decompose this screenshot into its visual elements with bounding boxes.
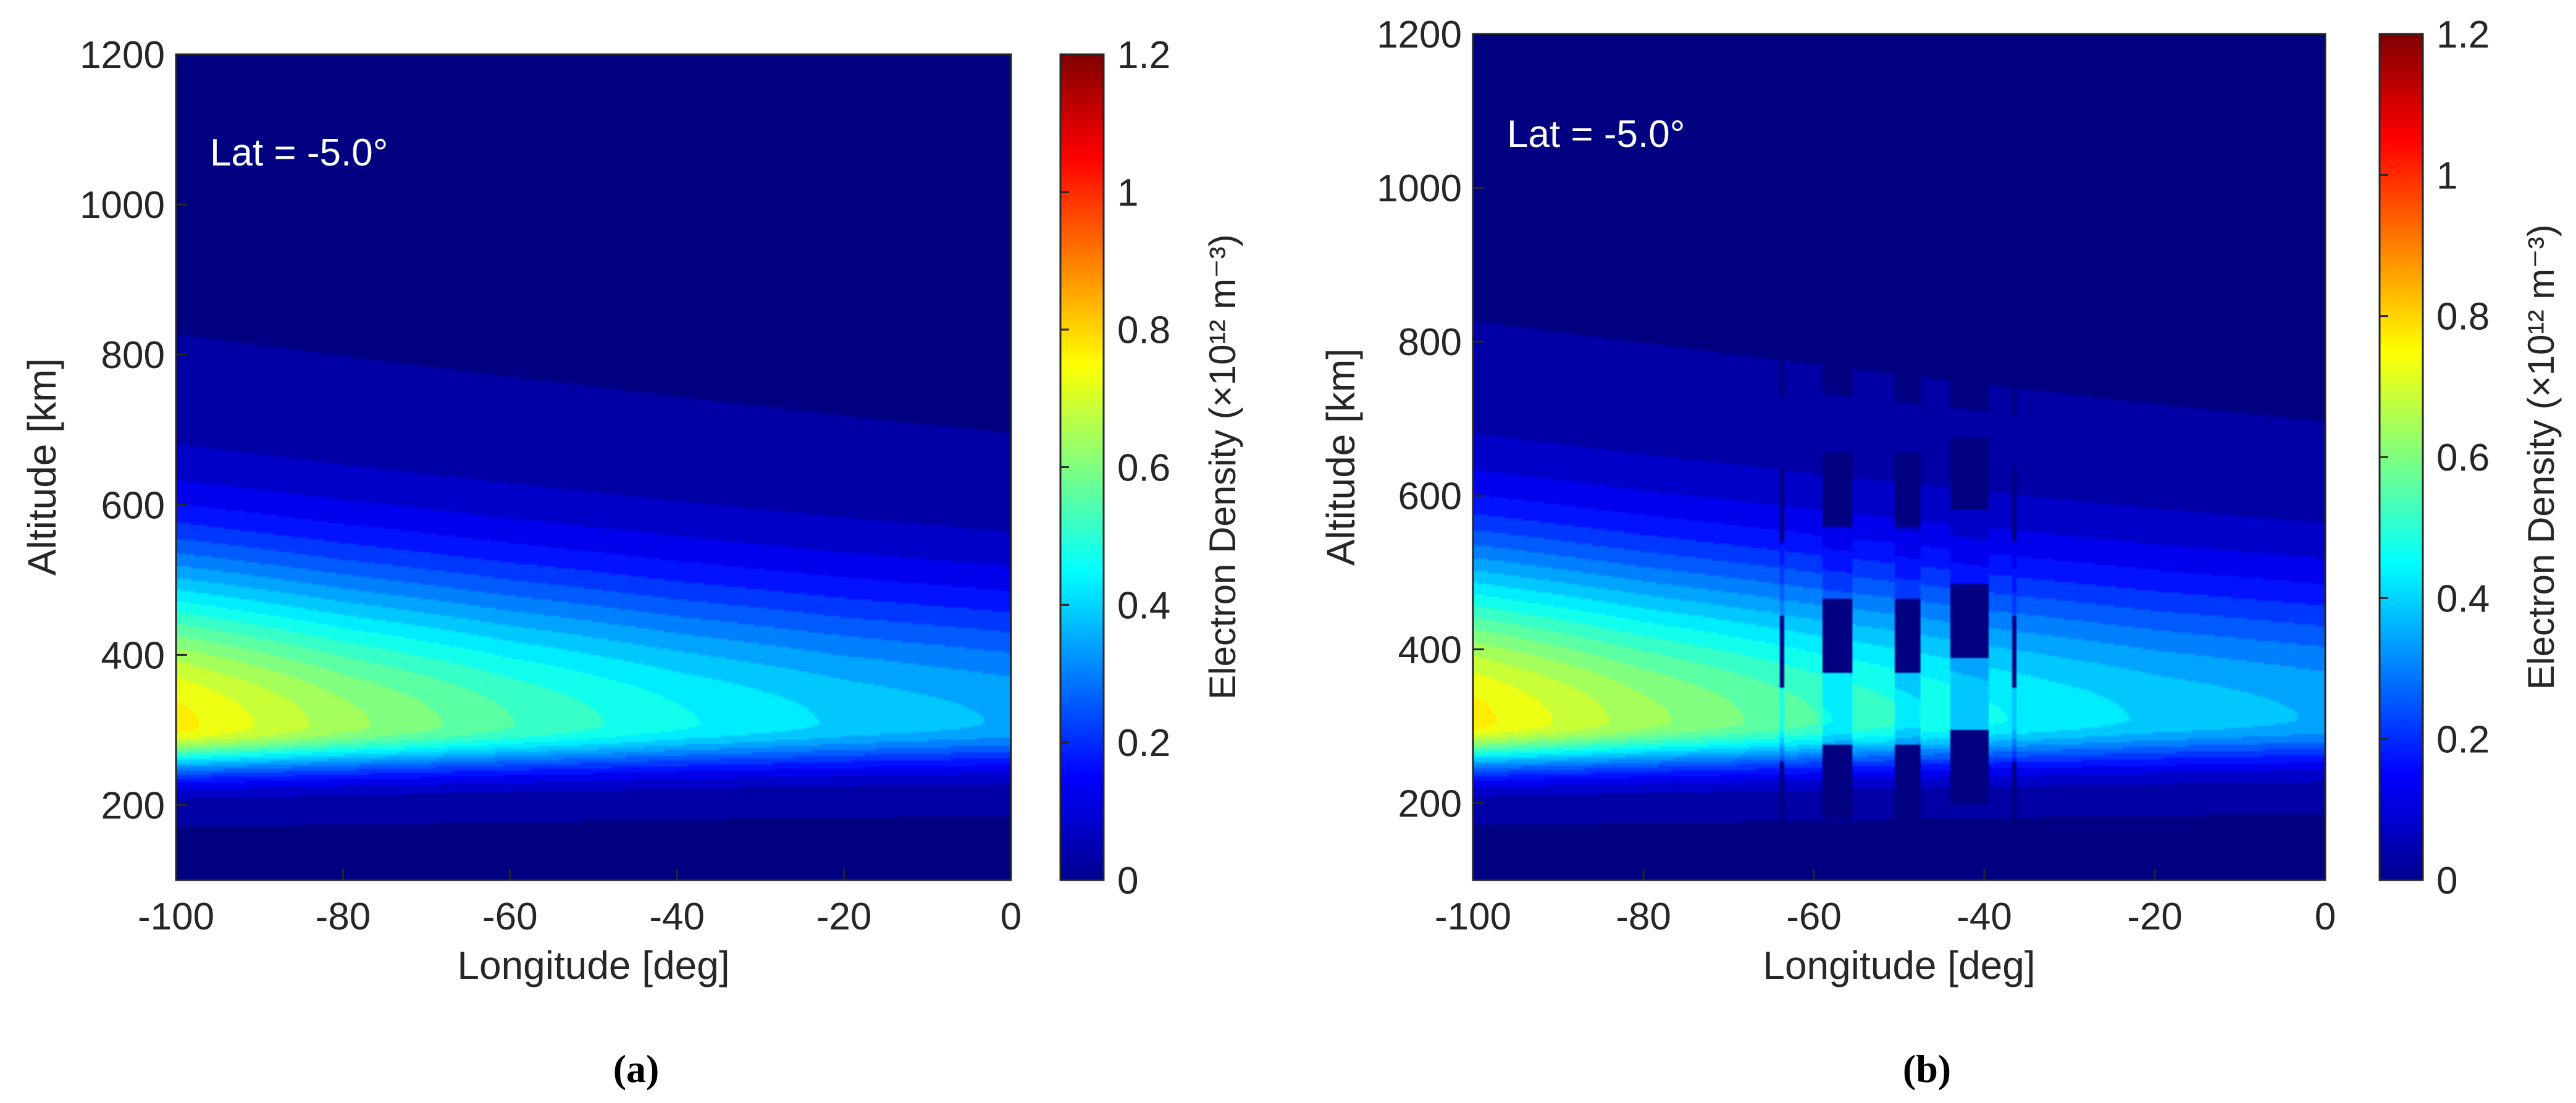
x-tick-label: 0 (1001, 895, 1022, 938)
colorbar-label-b: Electron Density (×10¹² m⁻³) (2520, 224, 2562, 690)
colorbar-ticks-a: 0 0.2 0.4 0.6 0.8 1 1.2 (1060, 34, 1170, 902)
x-tick-label: 0 (2315, 895, 2336, 938)
y-axis-label-a: Altitude [km] (20, 358, 64, 576)
x-axis-label-b: Longitude [deg] (1763, 943, 2035, 988)
heatmap-image-b (1473, 34, 2325, 880)
heatmap-a (176, 54, 1011, 880)
x-tick-label: -60 (1786, 895, 1842, 938)
y-tick-label: 1000 (80, 184, 165, 227)
colorbar-tick-label: 1 (1117, 172, 1138, 214)
y-axis-ticks-b: 200 400 600 800 1000 1200 (1377, 14, 1484, 825)
x-tick-label: -20 (2127, 895, 2183, 938)
x-axis-ticks-a: -100 -80 -60 -40 -20 0 (138, 869, 1022, 938)
plot-frame-b (1472, 33, 2326, 881)
lat-annotation-a: Lat = -5.0° (210, 132, 388, 174)
colorbar-tick-label: 1.2 (1117, 34, 1170, 77)
y-tick-label: 400 (1398, 629, 1462, 671)
heatmap-b (1473, 34, 2325, 880)
x-axis-ticks-b: -100 -80 -60 -40 -20 0 (1435, 869, 2336, 938)
y-tick-label: 800 (1398, 321, 1462, 364)
colorbar-tick-label: 0 (2436, 860, 2457, 902)
y-tick-label: 400 (101, 634, 165, 677)
y-axis-ticks-a: 200 400 600 800 1000 1200 (80, 34, 187, 827)
plot-frame-a (175, 53, 1012, 881)
y-tick-label: 800 (101, 334, 165, 377)
colorbar-tick-label: 0.8 (1117, 309, 1170, 352)
y-axis-label-b: Altitude [km] (1319, 348, 1363, 566)
x-tick-label: -100 (1435, 895, 1511, 938)
colorbar-tick-label: 1.2 (2436, 14, 2490, 56)
colorbar-tick-label: 0.4 (2436, 577, 2490, 620)
heatmap-image-a (176, 54, 1011, 880)
y-tick-label: 600 (1398, 475, 1462, 518)
colorbar-tick-label: 0.2 (2436, 719, 2490, 761)
colorbar-label-a: Electron Density (×10¹² m⁻³) (1202, 234, 1243, 700)
colorbar-tick-label: 1 (2436, 154, 2457, 197)
colorbar-tick-label: 0.6 (1117, 447, 1170, 490)
colorbar-tick-label: 0.6 (2436, 437, 2490, 479)
colorbar-tick-label: 0.2 (1117, 722, 1170, 765)
colorbar-ticks-b: 0 0.2 0.4 0.6 0.8 1 1.2 (2380, 14, 2490, 902)
y-tick-label: 200 (101, 784, 165, 827)
panel-label-a: (a) (613, 1047, 660, 1091)
colorbar-tick-label: 0 (1117, 860, 1138, 902)
panel-b: Lat = -5.0° -100 -80 -60 -40 -20 0 200 400 600 8… (1319, 14, 2562, 1091)
x-tick-label: -40 (1957, 895, 2012, 938)
panel-a: Lat = -5.0° -100 -80 -60 -40 -20 0 200 400 600 8… (20, 34, 1243, 1091)
y-tick-label: 200 (1398, 782, 1462, 825)
x-tick-label: -80 (316, 895, 371, 938)
x-axis-label-a: Longitude [deg] (457, 943, 729, 988)
y-tick-label: 1000 (1377, 167, 1462, 210)
panel-label-b: (b) (1903, 1047, 1951, 1091)
colorbar-tick-label: 0.8 (2436, 296, 2490, 338)
colorbar-tick-label: 0.4 (1117, 584, 1170, 627)
x-tick-label: -80 (1616, 895, 1671, 938)
y-tick-label: 1200 (1377, 14, 1462, 56)
lat-annotation-b: Lat = -5.0° (1507, 113, 1685, 156)
x-tick-label: -100 (138, 895, 214, 938)
y-tick-label: 600 (101, 484, 165, 527)
x-tick-label: -40 (649, 895, 705, 938)
x-tick-label: -20 (816, 895, 872, 938)
x-tick-label: -60 (482, 895, 538, 938)
y-tick-label: 1200 (80, 34, 165, 77)
